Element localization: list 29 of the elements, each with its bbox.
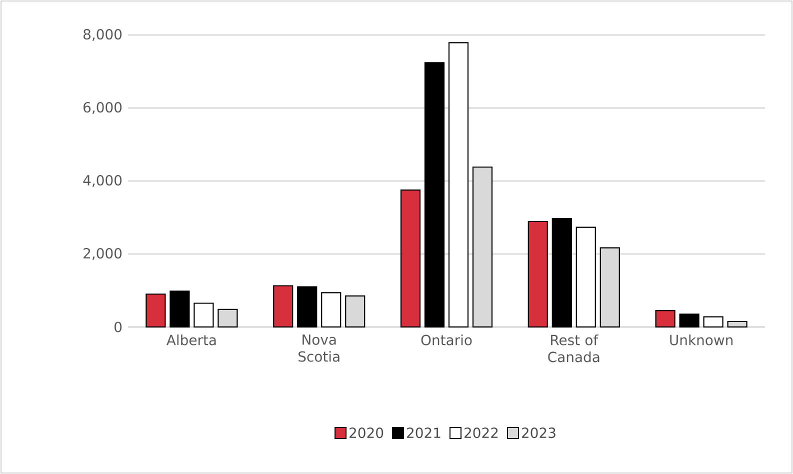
x-tick-label: Nova Scotia bbox=[298, 334, 340, 362]
bar bbox=[703, 316, 724, 328]
bar bbox=[400, 190, 421, 328]
bar bbox=[528, 220, 548, 328]
legend-label: 2020 bbox=[350, 428, 384, 438]
legend-label: 2023 bbox=[522, 428, 556, 438]
x-tick-label: Rest of Canada bbox=[548, 334, 600, 362]
bar bbox=[321, 292, 342, 328]
y-tick-label: 0 bbox=[114, 322, 122, 332]
x-tick-label: Ontario bbox=[421, 334, 472, 346]
legend-label: 2022 bbox=[464, 428, 498, 438]
x-tick-label: Alberta bbox=[166, 334, 216, 346]
bar bbox=[273, 285, 294, 328]
legend-label: 2021 bbox=[407, 428, 440, 438]
bar bbox=[655, 310, 676, 328]
bar bbox=[194, 302, 214, 328]
bar bbox=[424, 62, 445, 328]
y-tick-label: 8,000 bbox=[84, 28, 122, 41]
y-tick-label: 4,000 bbox=[83, 174, 122, 187]
y-tick-label: 6,000 bbox=[84, 102, 122, 114]
bar bbox=[448, 42, 469, 328]
x-tick-label: Unknown bbox=[670, 334, 732, 346]
bar bbox=[170, 290, 190, 328]
y-tick-label: 2,000 bbox=[84, 248, 122, 260]
bar bbox=[552, 218, 572, 328]
bar bbox=[297, 286, 318, 328]
bar bbox=[679, 314, 700, 328]
bar bbox=[146, 294, 166, 328]
bar bbox=[576, 226, 596, 328]
